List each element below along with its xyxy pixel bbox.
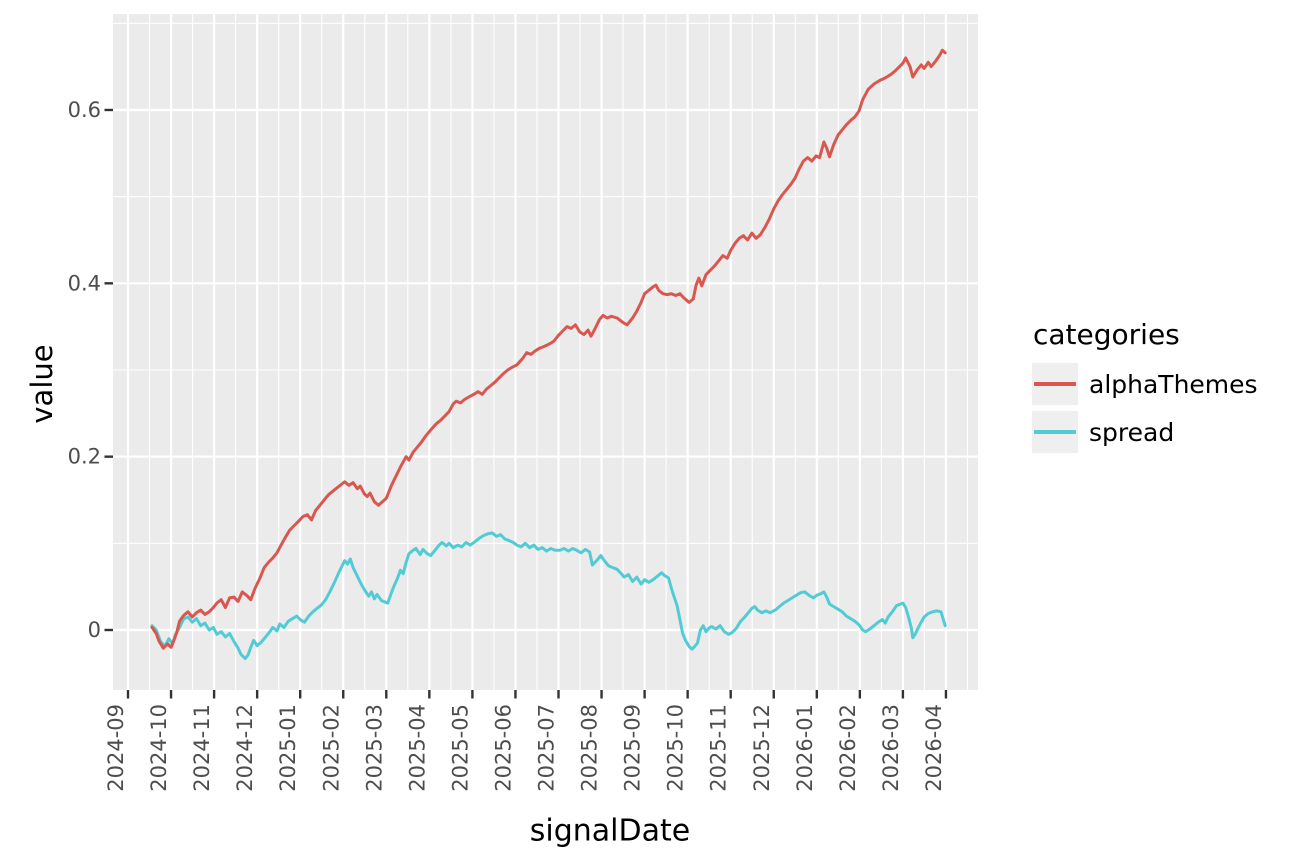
y-tick-label: 0.4: [68, 271, 101, 295]
legend-key-swatch: [1032, 363, 1078, 405]
legend: categories alphaThemes spread: [1032, 318, 1258, 459]
x-tick-label: 2025-11: [707, 704, 731, 792]
series-line-spread: [150, 531, 947, 661]
x-tick-label: 2025-02: [319, 704, 343, 792]
x-tick-label: 2025-09: [621, 704, 645, 792]
x-tick-label: 2026-02: [836, 704, 860, 792]
legend-line-icon: [1034, 430, 1076, 434]
x-tick-label: 2025-08: [578, 704, 602, 792]
x-tick-label: 2025-06: [491, 704, 515, 792]
x-axis-title: signalDate: [529, 813, 691, 849]
x-tick-label: 2024-09: [104, 704, 128, 792]
x-tick-label: 2025-05: [448, 704, 472, 792]
legend-entry-label: spread: [1089, 417, 1175, 447]
y-axis-title: value: [25, 344, 59, 424]
x-tick-label: 2026-03: [879, 704, 903, 792]
x-tick-label: 2025-04: [405, 704, 429, 792]
legend-entry-spread: spread: [1032, 411, 1258, 453]
y-tick-label: 0: [88, 618, 101, 642]
y-tick-label: 0.2: [68, 445, 101, 469]
legend-key-swatch: [1032, 411, 1078, 453]
x-tick-label: 2025-12: [750, 704, 774, 792]
x-tick-label: 2025-01: [276, 704, 300, 792]
x-tick-label: 2024-10: [147, 704, 171, 792]
x-tick-label: 2025-03: [362, 704, 386, 792]
x-tick-label: 2026-04: [922, 704, 946, 792]
y-tick-label: 0.6: [68, 98, 101, 122]
legend-entry-label: alphaThemes: [1089, 369, 1258, 399]
x-tick-label: 2024-12: [233, 704, 257, 792]
legend-entry-alphaThemes: alphaThemes: [1032, 363, 1258, 405]
legend-title: categories: [1033, 318, 1180, 351]
x-tick-label: 2025-07: [535, 704, 559, 792]
legend-line-icon: [1034, 382, 1076, 386]
plot-panel: [113, 14, 978, 690]
series-line-alphaThemes: [150, 48, 947, 650]
x-tick-label: 2025-10: [664, 704, 688, 792]
x-tick-label: 2026-01: [793, 704, 817, 792]
x-tick-label: 2024-11: [190, 704, 214, 792]
